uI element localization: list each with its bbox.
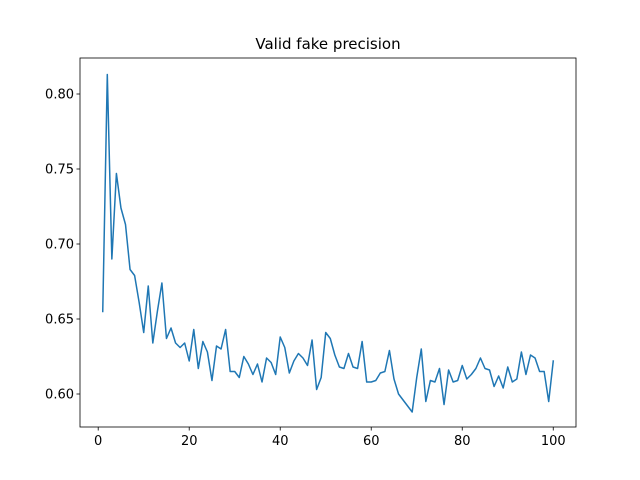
- y-tick-label: 0.80: [45, 88, 74, 103]
- x-tick-label: 60: [363, 434, 380, 449]
- y-tick-label: 0.60: [45, 388, 74, 403]
- x-tick-label: 100: [541, 434, 566, 449]
- y-tick-label: 0.70: [45, 238, 74, 253]
- y-tick-label: 0.65: [45, 313, 74, 328]
- x-tick-label: 80: [454, 434, 471, 449]
- chart-title: Valid fake precision: [255, 35, 400, 53]
- series-line-0: [101, 73, 555, 413]
- x-tick-label: 0: [94, 434, 102, 449]
- plot-area: [101, 73, 555, 413]
- x-tick-label: 20: [181, 434, 198, 449]
- x-tick-label: 40: [272, 434, 289, 449]
- axes-frame: [79, 57, 577, 428]
- y-tick-label: 0.75: [45, 163, 74, 178]
- axes: 0 20 40 60 80 100 0.60 0.65 0.70 0.75 0.80: [45, 57, 577, 449]
